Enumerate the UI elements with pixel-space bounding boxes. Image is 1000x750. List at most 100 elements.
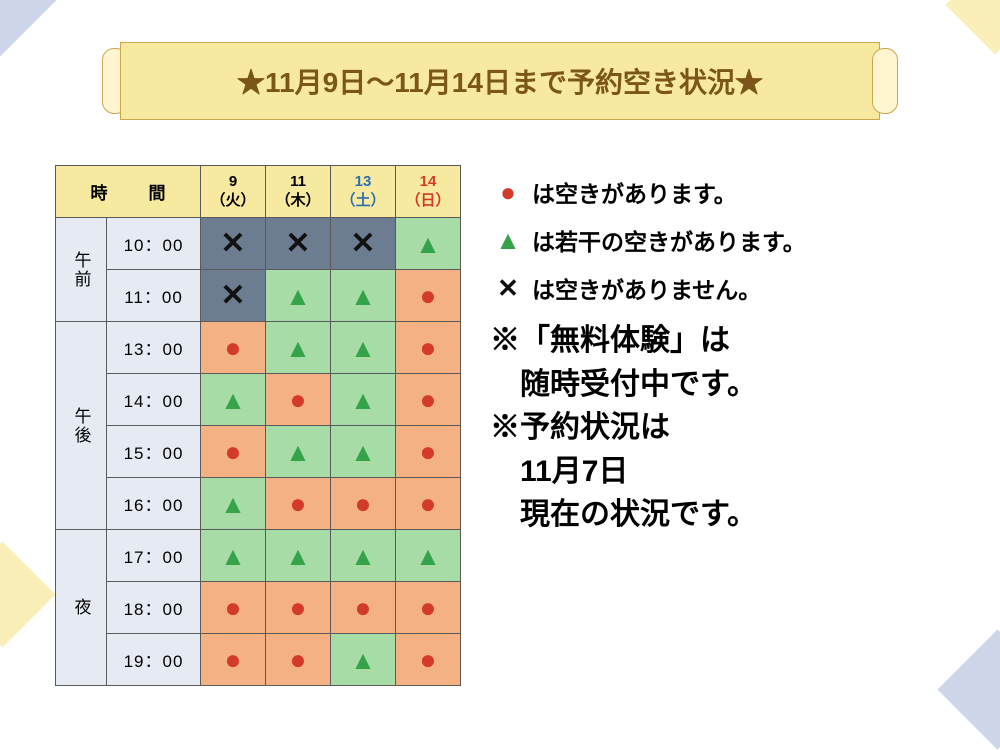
status-cell: ✕	[331, 218, 396, 270]
x-icon: ✕	[350, 227, 375, 260]
status-cell: ●	[266, 582, 331, 634]
status-cell: ▲	[201, 374, 266, 426]
triangle-icon: ▲	[220, 489, 246, 519]
schedule-row: 15：00 ● ▲ ▲ ●	[56, 426, 461, 478]
circle-icon: ●	[420, 592, 437, 623]
time-cell: 15：00	[107, 426, 201, 478]
circle-icon: ●	[290, 592, 307, 623]
circle-icon: ●	[420, 488, 437, 519]
status-cell: ▲	[201, 478, 266, 530]
schedule-row: 午後13：00●▲▲●	[56, 322, 461, 374]
triangle-icon: ▲	[350, 541, 376, 571]
schedule-row: 16：00▲●●●	[56, 478, 461, 530]
status-cell: ▲	[266, 530, 331, 582]
circle-icon: ●	[490, 177, 526, 208]
schedule-row: 18：00 ● ● ● ●	[56, 582, 461, 634]
status-cell: ▲	[331, 322, 396, 374]
triangle-icon: ▲	[285, 333, 311, 363]
status-cell: ●	[396, 374, 461, 426]
banner: ★11月9日～11月14日まで予約空き状況★	[120, 42, 880, 120]
status-cell: ▲	[396, 218, 461, 270]
time-cell: 13：00	[107, 322, 201, 374]
status-cell: ●	[331, 478, 396, 530]
time-cell: 19：00	[107, 634, 201, 686]
status-cell: ✕	[201, 270, 266, 322]
x-icon: ✕	[220, 279, 245, 312]
status-cell: ●	[396, 478, 461, 530]
deco-shape	[937, 629, 1000, 749]
circle-icon: ●	[420, 280, 437, 311]
status-cell: ▲	[331, 426, 396, 478]
status-cell: ●	[266, 634, 331, 686]
status-cell: ●	[396, 426, 461, 478]
status-cell: ●	[396, 322, 461, 374]
triangle-icon: ▲	[350, 281, 376, 311]
circle-icon: ●	[355, 488, 372, 519]
note-line: ※「無料体験」は	[490, 319, 990, 363]
circle-icon: ●	[225, 436, 242, 467]
circle-icon: ●	[290, 644, 307, 675]
time-cell: 16：00	[107, 478, 201, 530]
status-cell: ✕	[201, 218, 266, 270]
status-cell: ●	[266, 374, 331, 426]
triangle-icon: ▲	[285, 437, 311, 467]
schedule-body: 午前10：00 ✕ ✕ ✕ ▲ 11：00 ✕ ▲ ▲ ● 午後13：00 ● ▲ ▲ ● 14：00 ▲ ● ▲ ●…	[56, 218, 461, 686]
x-icon: ✕	[490, 273, 526, 304]
status-cell: ▲	[331, 634, 396, 686]
circle-icon: ●	[225, 332, 242, 363]
schedule-row: 14：00▲●▲●	[56, 374, 461, 426]
status-cell: ●	[201, 634, 266, 686]
triangle-icon: ▲	[285, 541, 311, 571]
schedule-area: 時 間 9（火）11（木）13（土）14（日） 午前10：00✕✕✕▲11：00…	[55, 165, 461, 686]
time-cell: 10：00	[107, 218, 201, 270]
day-header: 13（土）	[331, 166, 396, 218]
status-cell: ●	[201, 322, 266, 374]
status-cell: ▲	[266, 270, 331, 322]
status-cell: ●	[396, 582, 461, 634]
legend-text: は空きがありません。	[532, 271, 761, 305]
status-cell: ▲	[266, 322, 331, 374]
triangle-icon: ▲	[415, 229, 441, 259]
banner-scroll-right	[872, 48, 898, 114]
triangle-icon: ▲	[350, 437, 376, 467]
status-cell: ▲	[331, 270, 396, 322]
note-block: ※「無料体験」は 随時受付中です。 ※予約状況は 11月7日 現在の状況です。	[490, 319, 990, 537]
circle-icon: ●	[420, 644, 437, 675]
schedule-row: 夜17：00▲▲▲▲	[56, 530, 461, 582]
circle-icon: ●	[420, 332, 437, 363]
status-cell: ▲	[396, 530, 461, 582]
time-header: 時 間	[56, 166, 201, 218]
status-cell: ▲	[331, 530, 396, 582]
schedule-table: 時 間 9（火）11（木）13（土）14（日） 午前10：00✕✕✕▲11：00…	[55, 165, 461, 686]
time-cell: 11：00	[107, 270, 201, 322]
time-cell: 14：00	[107, 374, 201, 426]
triangle-icon: ▲	[220, 385, 246, 415]
time-cell: 18：00	[107, 582, 201, 634]
period-label: 午後	[56, 322, 107, 530]
circle-icon: ●	[225, 644, 242, 675]
status-cell: ●	[201, 426, 266, 478]
triangle-icon: ▲	[350, 333, 376, 363]
circle-icon: ●	[355, 592, 372, 623]
legend-text: は若干の空きがあります。	[532, 223, 806, 257]
note-line: 現在の状況です。	[490, 493, 990, 537]
period-label: 午前	[56, 218, 107, 322]
status-cell: ▲	[201, 530, 266, 582]
legend: ● は空きがあります。 ▲ は若干の空きがあります。 ✕ は空きがありません。 …	[490, 175, 990, 537]
triangle-icon: ▲	[415, 541, 441, 571]
day-header: 9（火）	[201, 166, 266, 218]
schedule-row: 11：00 ✕ ▲ ▲ ●	[56, 270, 461, 322]
circle-icon: ●	[225, 592, 242, 623]
triangle-icon: ▲	[285, 281, 311, 311]
x-icon: ✕	[285, 227, 310, 260]
x-icon: ✕	[220, 227, 245, 260]
deco-shape	[946, 0, 1000, 54]
status-cell: ●	[201, 582, 266, 634]
day-header: 11（木）	[266, 166, 331, 218]
legend-row-x: ✕ は空きがありません。	[490, 271, 990, 305]
note-line: 随時受付中です。	[490, 363, 990, 407]
legend-row-circ: ● は空きがあります。	[490, 175, 990, 209]
circle-icon: ●	[290, 384, 307, 415]
status-cell: ▲	[266, 426, 331, 478]
circle-icon: ●	[420, 436, 437, 467]
